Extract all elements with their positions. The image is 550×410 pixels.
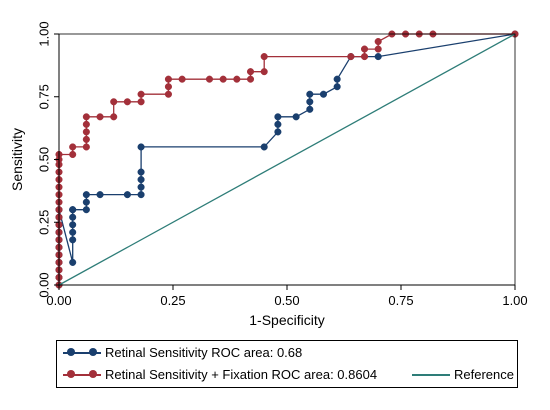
legend-label-retinal-sensitivity-fixation: Retinal Sensitivity + Fixation ROC area:…: [105, 367, 378, 382]
data-point-1-41: [260, 68, 268, 76]
data-point-1-34: [164, 75, 172, 83]
data-point-0-20: [82, 191, 90, 199]
data-point-0-15: [69, 213, 77, 221]
data-point-1-39: [246, 75, 255, 83]
data-point-1-28: [110, 98, 118, 106]
data-point-0-18: [82, 206, 90, 214]
data-point-1-24: [82, 120, 90, 128]
legend-swatch-blue: [63, 347, 101, 359]
legend-label-retinal-sensitivity: Retinal Sensitivity ROC area: 0.68: [105, 345, 303, 360]
y-tick-label-2: 0.50: [37, 147, 52, 172]
data-point-1-22: [82, 135, 90, 143]
data-point-1-20: [69, 143, 77, 151]
data-point-1-19: [69, 150, 77, 159]
data-point-1-40: [246, 68, 255, 76]
data-point-0-22: [123, 191, 131, 199]
legend-swatch-red: [63, 369, 101, 381]
y-tick-label-4: 1.00: [37, 21, 52, 46]
data-point-1-27: [110, 113, 118, 121]
series-line-2: [58, 33, 516, 286]
data-point-0-31: [274, 113, 282, 121]
data-point-1-38: [233, 75, 241, 83]
x-tick-label-1: 0.25: [160, 293, 185, 308]
x-tick-label-2: 0.50: [274, 293, 299, 308]
data-point-0-29: [274, 128, 282, 136]
y-axis-label: Sensitivity: [9, 128, 25, 191]
data-point-1-33: [164, 83, 172, 91]
data-point-1-23: [82, 128, 90, 136]
data-point-0-14: [69, 221, 77, 229]
data-point-1-36: [205, 75, 214, 83]
data-point-0-27: [137, 143, 145, 151]
data-point-0-21: [96, 191, 104, 199]
legend-item-retinal-sensitivity: Retinal Sensitivity ROC area: 0.68: [63, 345, 302, 360]
data-point-0-11: [69, 258, 77, 266]
data-point-0-33: [306, 105, 314, 113]
data-point-1-44: [360, 53, 369, 61]
data-point-1-42: [260, 53, 268, 61]
y-tick-label-1: 0.25: [37, 210, 52, 235]
data-point-0-36: [319, 90, 328, 98]
data-point-0-40: [374, 53, 382, 61]
x-axis-label: 1-Specificity: [249, 312, 324, 328]
data-point-1-46: [374, 45, 382, 53]
data-point-0-12: [69, 236, 77, 244]
x-tick-label-4: 1.00: [502, 293, 527, 308]
data-point-0-37: [333, 83, 341, 91]
data-point-0-19: [82, 198, 90, 206]
data-point-1-32: [164, 90, 172, 98]
data-point-1-47: [374, 37, 382, 46]
data-point-1-37: [219, 75, 227, 83]
data-point-1-35: [178, 75, 186, 83]
data-point-0-24: [137, 183, 145, 191]
data-point-1-29: [123, 98, 131, 106]
data-point-0-23: [137, 191, 145, 199]
data-point-0-13: [69, 228, 77, 236]
data-point-1-21: [82, 143, 90, 151]
data-point-1-25: [82, 113, 90, 121]
data-point-0-28: [260, 143, 268, 151]
y-tick-label-0: 0.00: [37, 272, 52, 297]
data-point-0-30: [274, 120, 282, 128]
legend-swatch-reference: [412, 369, 450, 381]
data-point-1-45: [360, 45, 369, 53]
y-tick-label-3: 0.75: [37, 84, 52, 109]
x-tick-label-3: 0.75: [388, 293, 413, 308]
data-point-0-17: [69, 206, 77, 214]
data-point-0-35: [306, 90, 314, 98]
data-point-0-34: [306, 98, 314, 106]
data-point-1-31: [137, 90, 145, 98]
legend-item-retinal-sensitivity-fixation: Retinal Sensitivity + Fixation ROC area:…: [63, 367, 377, 382]
data-point-1-43: [347, 53, 355, 61]
x-tick-label-0: 0.00: [46, 293, 71, 308]
legend: Retinal Sensitivity ROC area: 0.68 Retin…: [56, 340, 518, 388]
data-point-0-26: [137, 168, 145, 176]
data-point-1-30: [137, 98, 145, 106]
legend-item-reference: Reference: [412, 367, 514, 382]
data-point-0-25: [137, 176, 145, 184]
data-point-1-26: [96, 113, 104, 121]
data-point-0-38: [333, 75, 341, 83]
legend-label-reference: Reference: [454, 367, 514, 382]
data-point-0-32: [292, 113, 300, 121]
